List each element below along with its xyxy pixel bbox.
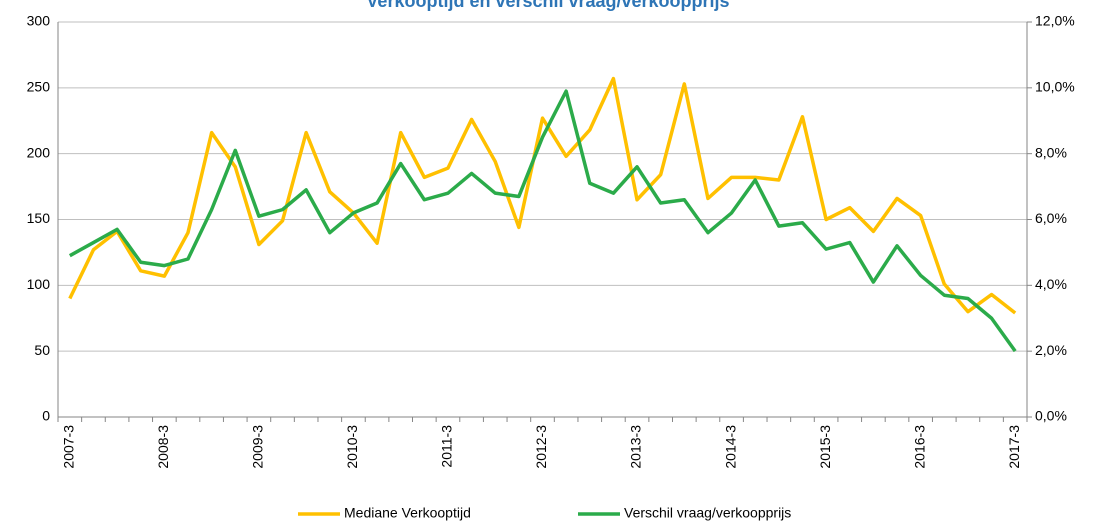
series-line <box>68 89 1017 353</box>
x-tick-label: 2013-3 <box>628 425 644 469</box>
y-tick-label: 300 <box>27 13 51 29</box>
y2-tick-label: 6,0% <box>1035 210 1067 226</box>
chart-title: Verkooptijd en verschil vraag/verkooppri… <box>366 0 729 11</box>
y2-tick-label: 4,0% <box>1035 276 1067 292</box>
y-tick-label: 100 <box>27 276 51 292</box>
y-tick-label: 150 <box>27 210 51 226</box>
y2-tick-label: 10,0% <box>1035 79 1075 95</box>
x-tick-label: 2010-3 <box>344 425 360 469</box>
y-tick-label: 200 <box>27 144 51 160</box>
legend-label: Mediane Verkooptijd <box>344 505 471 521</box>
y-tick-label: 0 <box>42 408 50 424</box>
legend-label: Verschil vraag/verkoopprijs <box>624 505 791 521</box>
y2-tick-label: 0,0% <box>1035 408 1067 424</box>
y2-tick-label: 12,0% <box>1035 13 1075 29</box>
y2-tick-label: 8,0% <box>1035 144 1067 160</box>
x-tick-label: 2007-3 <box>61 425 77 469</box>
x-tick-label: 2012-3 <box>533 425 549 469</box>
x-tick-label: 2008-3 <box>155 425 171 469</box>
x-tick-label: 2016-3 <box>911 425 927 469</box>
x-tick-label: 2015-3 <box>817 425 833 469</box>
x-tick-label: 2017-3 <box>1006 425 1022 469</box>
x-tick-label: 2009-3 <box>250 425 266 469</box>
y2-tick-label: 2,0% <box>1035 342 1067 358</box>
x-tick-label: 2011-3 <box>439 425 455 468</box>
x-tick-label: 2014-3 <box>722 425 738 469</box>
series-line <box>68 76 1017 315</box>
y-tick-label: 50 <box>34 342 50 358</box>
y-tick-label: 250 <box>27 79 51 95</box>
